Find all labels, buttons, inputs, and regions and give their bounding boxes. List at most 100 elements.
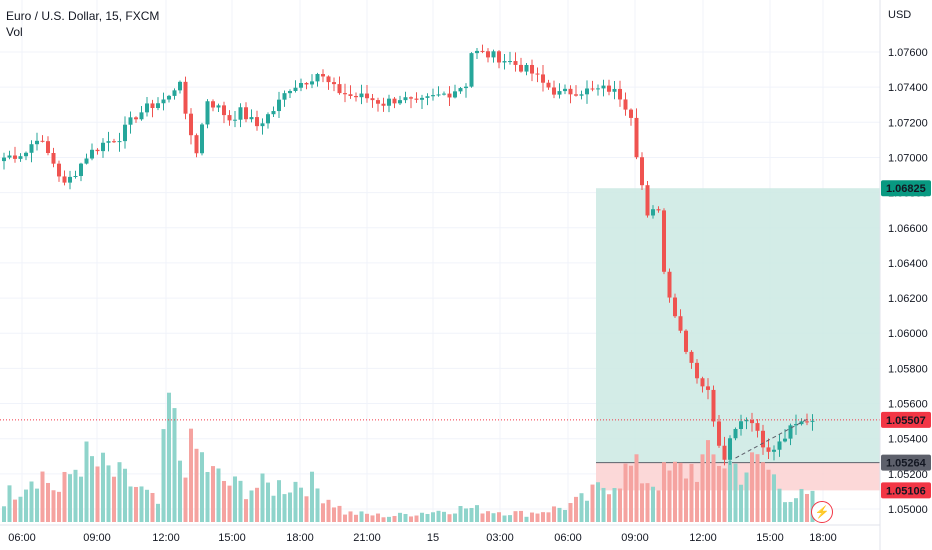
candle-body	[651, 209, 655, 216]
profit-zone	[596, 188, 880, 463]
candle-body	[46, 141, 50, 154]
entry-price-label-bg	[881, 454, 931, 471]
candle-body	[332, 82, 336, 85]
candle-body	[161, 99, 166, 104]
candle-body	[348, 94, 353, 96]
volume-bar	[365, 513, 369, 522]
volume-bar	[161, 429, 166, 522]
volume-bar	[458, 506, 463, 522]
candle-body	[502, 61, 507, 63]
candle-body	[112, 141, 116, 143]
volume-bar	[348, 511, 353, 522]
candle-body	[321, 74, 325, 77]
candle-body	[766, 447, 771, 452]
volume-bar	[101, 452, 105, 522]
volume-bar	[706, 440, 710, 522]
candle-body	[640, 157, 644, 186]
x-tick-label: 12:00	[152, 532, 180, 544]
candle-body	[695, 362, 699, 379]
volume-bar	[293, 481, 298, 522]
candle-body	[535, 73, 540, 75]
volume-bar	[799, 488, 804, 522]
volume-bar	[326, 499, 331, 522]
candle-body	[139, 112, 144, 120]
volume-bar	[535, 513, 540, 522]
volume-bar	[634, 454, 639, 522]
volume-bar	[469, 507, 474, 522]
candle-body	[134, 117, 138, 120]
candle-body	[244, 107, 248, 120]
candle-body	[574, 94, 578, 96]
volume-bar	[310, 471, 314, 522]
volume-bar	[145, 489, 149, 522]
volume-bar	[376, 513, 380, 522]
y-tick-label: 1.07600	[888, 47, 928, 59]
volume-bar	[596, 482, 600, 522]
x-tick-label: 12:00	[689, 532, 717, 544]
candle-body	[629, 109, 633, 118]
candle-body	[183, 81, 188, 114]
volume-bar	[623, 463, 628, 522]
target-price-label-bg	[881, 180, 931, 197]
volume-bar	[90, 456, 94, 522]
volume-bar	[40, 471, 45, 522]
y-tick-label: 1.05400	[888, 434, 928, 446]
volume-bar	[62, 471, 67, 522]
candle-body	[359, 93, 364, 98]
volume-bar	[783, 502, 787, 522]
candle-body	[79, 163, 83, 176]
candle-body	[200, 124, 204, 154]
symbol-title: Euro / U.S. Dollar, 15, FXCM	[6, 9, 160, 23]
candle-body	[475, 50, 479, 54]
candle-body	[365, 93, 369, 99]
candle-body	[315, 74, 320, 82]
volume-bar	[546, 512, 551, 522]
volume-bar	[403, 513, 408, 522]
candle-body	[777, 441, 782, 450]
candle-body	[546, 82, 551, 88]
candle-body	[519, 64, 523, 72]
candle-body	[205, 101, 210, 125]
candle-body	[282, 93, 287, 100]
candle-body	[2, 157, 6, 162]
volume-bar	[172, 408, 177, 522]
candle-body	[18, 156, 23, 159]
x-tick-label: 21:00	[353, 532, 381, 544]
volume-bar	[260, 473, 265, 522]
candle-body	[414, 98, 419, 100]
candle-body	[739, 421, 743, 429]
candle-body	[62, 176, 67, 183]
candle-body	[431, 95, 435, 97]
volume-bar	[436, 510, 441, 522]
candles	[2, 44, 815, 466]
candle-body	[90, 149, 94, 159]
candle-body	[645, 185, 650, 216]
candle-body	[744, 419, 749, 422]
volume-bar	[381, 517, 386, 522]
volume-bar	[711, 454, 716, 522]
volume-bar	[29, 481, 34, 522]
volume-bar	[805, 493, 809, 522]
loss-zone	[596, 462, 880, 491]
candle-body	[288, 90, 292, 94]
y-tick-label: 1.06000	[888, 328, 928, 340]
volume-bar	[667, 470, 672, 522]
volume-bar	[79, 476, 83, 522]
y-tick-label: 1.07400	[888, 82, 928, 94]
candle-body	[156, 103, 160, 109]
volume-bar	[277, 480, 281, 522]
volume-bar	[689, 463, 694, 522]
candle-body	[84, 158, 89, 164]
volume-bar	[651, 486, 655, 522]
candle-body	[57, 163, 61, 177]
flash-icon[interactable]: ⚡	[811, 501, 833, 523]
candle-body	[128, 117, 133, 125]
candle-body	[222, 105, 226, 116]
candle-body	[722, 445, 727, 460]
volume-bar	[579, 493, 584, 522]
volume-bar	[370, 515, 375, 522]
volume-bar	[249, 490, 254, 522]
volume-bar	[568, 503, 573, 522]
